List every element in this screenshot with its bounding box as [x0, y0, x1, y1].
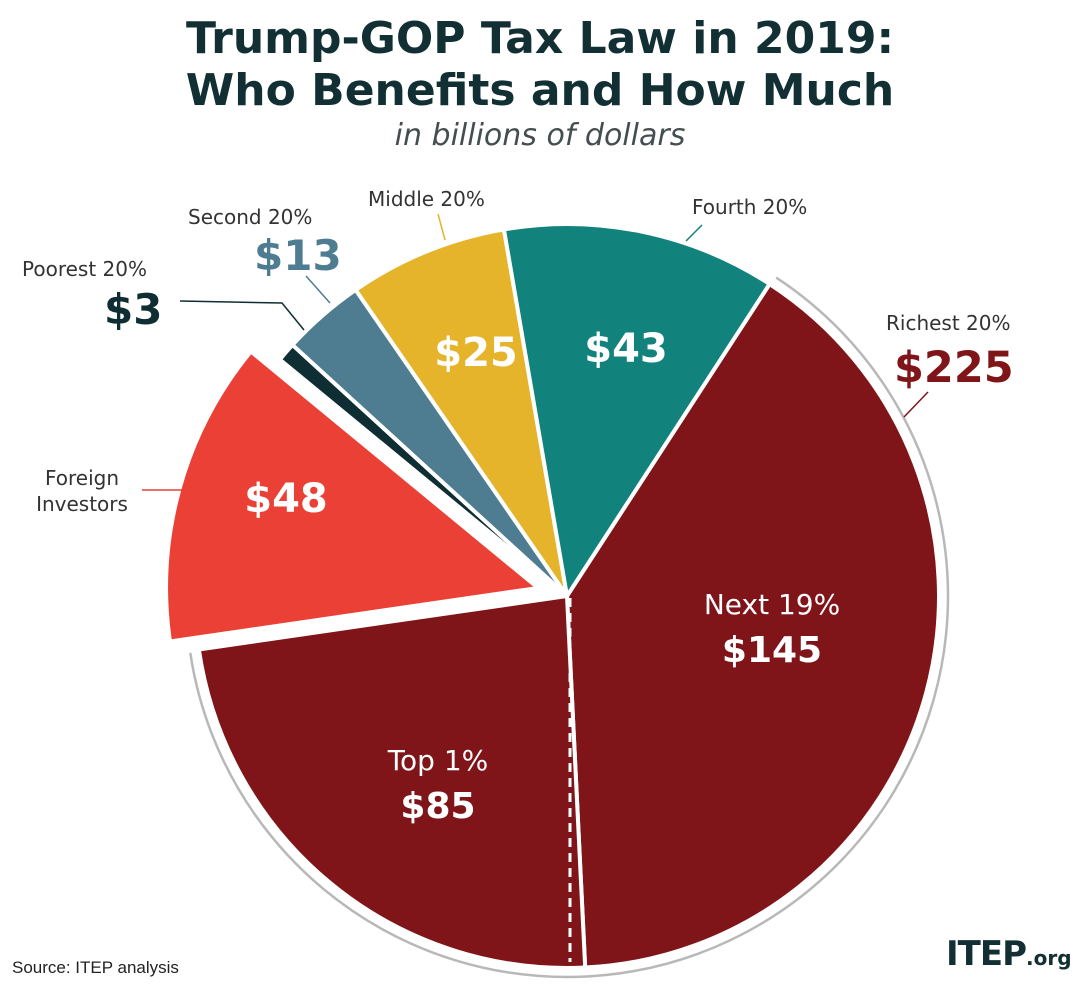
itep-logo: ITEP.org [946, 934, 1072, 974]
richest-value-label: $225 [894, 343, 1014, 393]
top1-value-label: $85 [400, 786, 475, 827]
top1-slice [196, 594, 588, 970]
fourth-slice [501, 222, 772, 598]
second-value-label: $13 [254, 231, 342, 280]
chart-title-line-1: Trump-GOP Tax Law in 2019: [185, 13, 895, 64]
fourth-leader-line [685, 224, 703, 242]
richest-group-outline [189, 276, 950, 979]
foreign-slice [164, 349, 541, 644]
richest-label: Richest 20% [886, 311, 1011, 335]
foreign-label-line-1: Foreign [45, 466, 119, 490]
poorest-leader-line [179, 300, 305, 331]
poorest-label: Poorest 20% [22, 257, 147, 281]
fourth-value-label: $43 [584, 326, 668, 372]
logo-main: ITEP [946, 934, 1027, 974]
chart-title-line-2: Who Benefits and How Much [185, 65, 895, 116]
leader-lines [142, 213, 929, 491]
fourth-label: Fourth 20% [692, 195, 807, 219]
middle-value-label: $25 [434, 330, 518, 376]
foreign-label-line-2: Investors [36, 492, 128, 516]
middle-slice [353, 227, 569, 598]
next19-label: Next 19% [704, 588, 840, 621]
second-leader-line [305, 275, 331, 304]
middle-leader-line [437, 213, 446, 241]
logo-tld: .org [1026, 946, 1072, 970]
top1-label: Top 1% [387, 744, 489, 777]
pie-slices [164, 222, 941, 970]
richest-leader-line [903, 391, 929, 418]
chart-subtitle: in billions of dollars [394, 118, 686, 153]
middle-label: Middle 20% [368, 187, 485, 211]
poorest-value-label: $3 [104, 285, 162, 334]
second-label: Second 20% [188, 205, 312, 229]
next19-value-label: $145 [722, 630, 822, 671]
foreign-value-label: $48 [244, 476, 328, 522]
source-note: Source: ITEP analysis [12, 958, 179, 977]
